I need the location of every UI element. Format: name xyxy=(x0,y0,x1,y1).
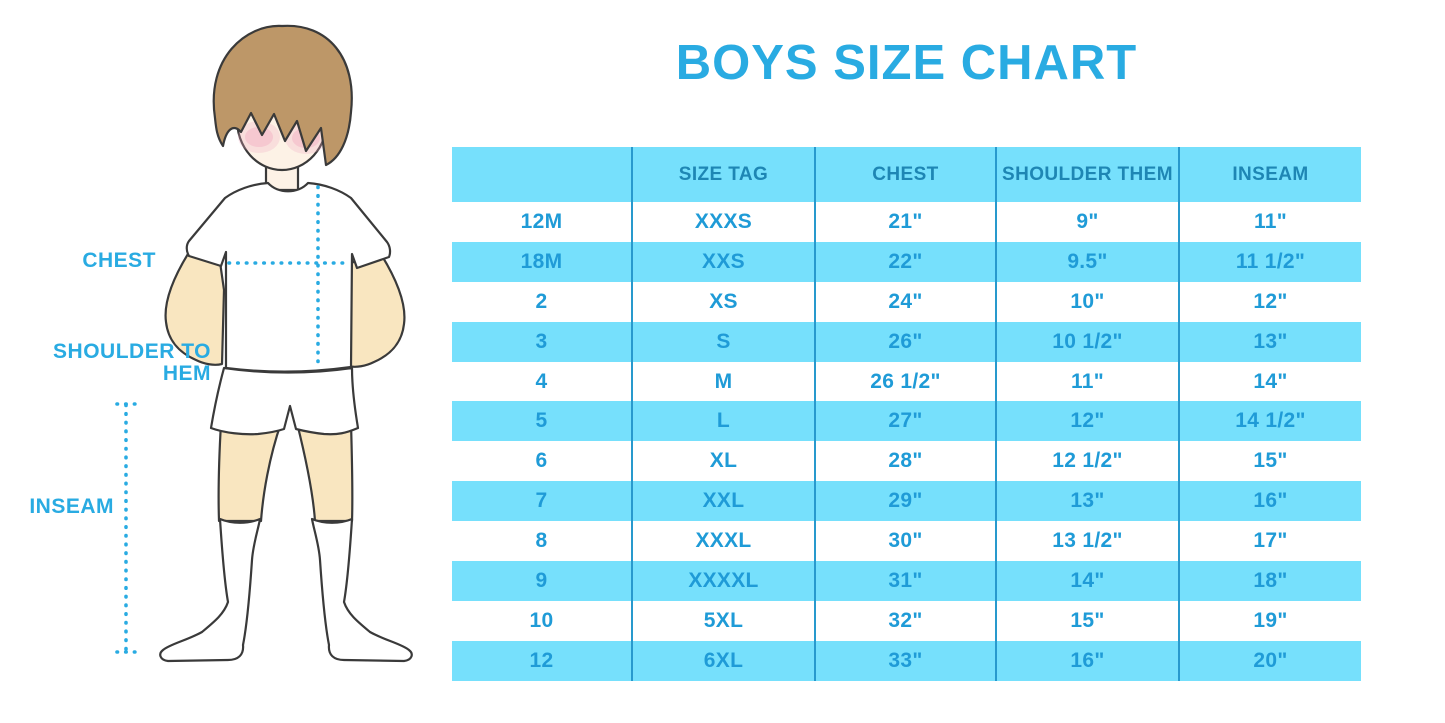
value-cell: 15" xyxy=(995,600,1179,641)
value-cell: 13 1/2" xyxy=(995,521,1179,562)
value-cell: 11 1/2" xyxy=(1178,241,1361,282)
boy-hair xyxy=(212,24,353,167)
inseam-measure-line xyxy=(115,402,144,654)
value-cell: 13" xyxy=(1178,321,1361,362)
value-cell: 24" xyxy=(814,281,996,322)
size-cell: 12M xyxy=(520,209,563,233)
value-cell: L xyxy=(631,401,815,442)
value-cell: 28" xyxy=(814,441,996,482)
value-cell: 26" xyxy=(814,321,996,362)
shoulder-to-hem-label: SHOULDER TO HEM xyxy=(53,340,211,385)
size-column-header xyxy=(452,147,632,202)
value-cell: 10" xyxy=(995,281,1179,322)
value-cell: XL xyxy=(631,441,815,482)
size-table: SIZE TAG CHEST SHOULDER THEM INSEAM 12M XXXS… xyxy=(452,147,1361,681)
value-cell: 22" xyxy=(814,241,996,282)
value-cell: 14 1/2" xyxy=(1178,401,1361,442)
value-cell: XXXS xyxy=(631,202,815,242)
column-header: SIZE TAG xyxy=(631,147,815,202)
value-cell: 18" xyxy=(1178,561,1361,601)
table-row: 12 6XL 33" 16" 20" xyxy=(452,640,1361,681)
value-cell: XXS xyxy=(631,241,815,282)
size-cell: 2 xyxy=(535,289,548,313)
table-row: 9 XXXXL 31" 14" 18" xyxy=(452,561,1361,601)
boy-socks xyxy=(159,517,413,663)
value-cell: 27" xyxy=(814,401,996,442)
size-cell: 9 xyxy=(535,568,548,592)
value-cell: 12 1/2" xyxy=(995,441,1179,482)
value-cell: 19" xyxy=(1178,600,1361,641)
value-cell: 12" xyxy=(995,401,1179,442)
size-cell: 4 xyxy=(535,369,548,393)
value-cell: XXL xyxy=(631,481,815,522)
value-cell: 15" xyxy=(1178,441,1361,482)
value-cell: 16" xyxy=(1178,481,1361,522)
value-cell: 33" xyxy=(814,640,996,681)
value-cell: 12" xyxy=(1178,281,1361,322)
boy-illustration xyxy=(115,24,413,663)
table-row: 3 S 26" 10 1/2" 13" xyxy=(452,321,1361,362)
value-cell: 9" xyxy=(995,202,1179,242)
page-title: BOYS SIZE CHART xyxy=(675,36,1138,90)
value-cell: 13" xyxy=(995,481,1179,522)
boy-shirt xyxy=(185,181,392,373)
inseam-label: INSEAM xyxy=(29,495,114,518)
value-cell: 26 1/2" xyxy=(814,361,996,402)
boy-arms xyxy=(164,244,406,368)
value-cell: 30" xyxy=(814,521,996,562)
table-row: 10 5XL 32" 15" 19" xyxy=(452,600,1361,641)
table-row: 6 XL 28" 12 1/2" 15" xyxy=(452,441,1361,482)
table-row: 4 M 26 1/2" 11" 14" xyxy=(452,361,1361,402)
size-cell: 7 xyxy=(535,489,548,513)
size-cell: 12 xyxy=(529,648,554,672)
chest-label: CHEST xyxy=(82,249,156,272)
value-cell: XXXL xyxy=(631,521,815,562)
value-cell: 10 1/2" xyxy=(995,321,1179,362)
table-row: 8 XXXL 30" 13 1/2" 17" xyxy=(452,521,1361,562)
value-cell: 21" xyxy=(814,202,996,242)
column-header: SHOULDER THEM xyxy=(995,147,1179,202)
value-cell: 31" xyxy=(814,561,996,601)
value-cell: 9.5" xyxy=(995,241,1179,282)
value-cell: XS xyxy=(631,281,815,322)
size-cell: 5 xyxy=(535,409,548,433)
boy-legs xyxy=(217,421,354,523)
value-cell: 6XL xyxy=(631,640,815,681)
value-cell: 14" xyxy=(995,561,1179,601)
size-cell: 3 xyxy=(535,329,548,353)
measurement-figure: CHEST SHOULDER TO HEM INSEAM xyxy=(0,0,460,723)
table-row: 2 XS 24" 10" 12" xyxy=(452,281,1361,322)
value-cell: 32" xyxy=(814,600,996,641)
value-cell: 14" xyxy=(1178,361,1361,402)
table-row: 5 L 27" 12" 14 1/2" xyxy=(452,401,1361,442)
size-cell: 6 xyxy=(535,449,548,473)
value-cell: 16" xyxy=(995,640,1179,681)
value-cell: 20" xyxy=(1178,640,1361,681)
column-header: CHEST xyxy=(814,147,996,202)
value-cell: 11" xyxy=(995,361,1179,402)
value-cell: M xyxy=(631,361,815,402)
value-cell: S xyxy=(631,321,815,362)
boy-shorts xyxy=(209,366,360,436)
value-cell: 5XL xyxy=(631,600,815,641)
value-cell: 17" xyxy=(1178,521,1361,562)
size-cell: 10 xyxy=(529,608,554,632)
value-cell: XXXXL xyxy=(631,561,815,601)
size-cell: 18M xyxy=(520,249,563,273)
value-cell: 29" xyxy=(814,481,996,522)
column-header: INSEAM xyxy=(1178,147,1361,202)
table-row: 12M XXXS 21" 9" 11" xyxy=(452,202,1361,242)
value-cell: 11" xyxy=(1178,202,1361,242)
table-row: 18M XXS 22" 9.5" 11 1/2" xyxy=(452,241,1361,282)
size-cell: 8 xyxy=(535,529,548,553)
header-row: SIZE TAG CHEST SHOULDER THEM INSEAM xyxy=(452,147,1361,202)
table-row: 7 XXL 29" 13" 16" xyxy=(452,481,1361,522)
size-table-header: SIZE TAG CHEST SHOULDER THEM INSEAM xyxy=(452,147,1361,202)
